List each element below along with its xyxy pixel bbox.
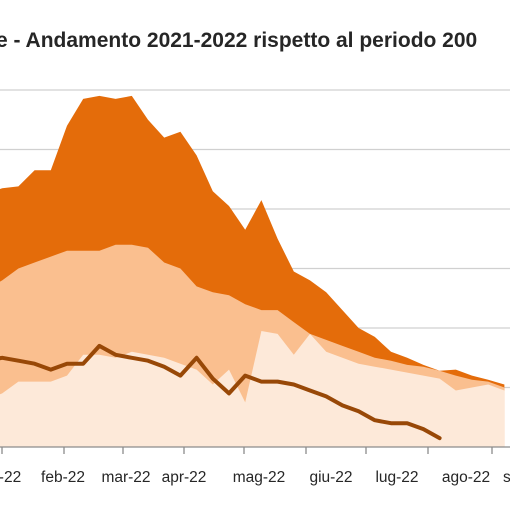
area-series <box>0 95 505 447</box>
x-tick-label: giu-22 <box>309 469 352 486</box>
x-tick-label: -22 <box>0 469 21 486</box>
chart-title: e - Andamento 2021-2022 rispetto al peri… <box>0 29 477 52</box>
x-tick-labels: -22 feb-22 mar-22 apr-22 mag-22 giu-22 lug-22 a… <box>0 469 510 486</box>
x-tick-label: ago-22 <box>442 469 490 486</box>
x-tick-label: apr-22 <box>162 469 207 486</box>
x-axis <box>0 446 510 454</box>
x-tick-label: feb-22 <box>41 469 85 486</box>
x-tick-label: lug-22 <box>375 469 418 486</box>
x-tick-label: mar-22 <box>101 469 150 486</box>
area-lower-band <box>0 331 505 447</box>
line-series <box>0 343 442 441</box>
series-line-2021-2022 <box>0 343 442 441</box>
x-tick-label: mag-22 <box>233 469 286 486</box>
x-tick-label: s <box>503 469 510 486</box>
